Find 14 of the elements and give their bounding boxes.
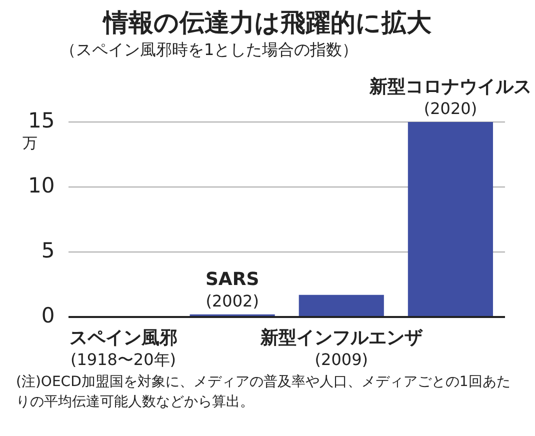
bar — [408, 122, 494, 316]
chart-subtitle: （スペイン風邪時を1とした場合の指数） — [60, 40, 358, 61]
y-tick-label: 10 — [28, 173, 55, 198]
x-tick-label: SARS (2002) — [205, 269, 260, 311]
y-tick-label: 15 — [28, 108, 55, 132]
y-axis-title: 万 — [22, 134, 38, 152]
x-tick-label: 新型インフルエンザ (2009) — [259, 328, 424, 370]
x-tick-label: 新型コロナウイルス (2020) — [368, 76, 532, 118]
bar — [298, 294, 384, 316]
text: (注)OECD加盟国を対象に、メディアの普及率や人口、メディアごとの1回あたりの平均伝達可能人数などから算出。 — [16, 373, 512, 412]
y-tick-label: 5 — [41, 238, 55, 262]
chart-title: 情報の伝達力は飛躍的に拡大 — [101, 7, 432, 39]
x-tick-label: スペイン風邪 (1918〜20年) — [69, 328, 178, 370]
y-tick-label: 0 — [41, 303, 55, 328]
